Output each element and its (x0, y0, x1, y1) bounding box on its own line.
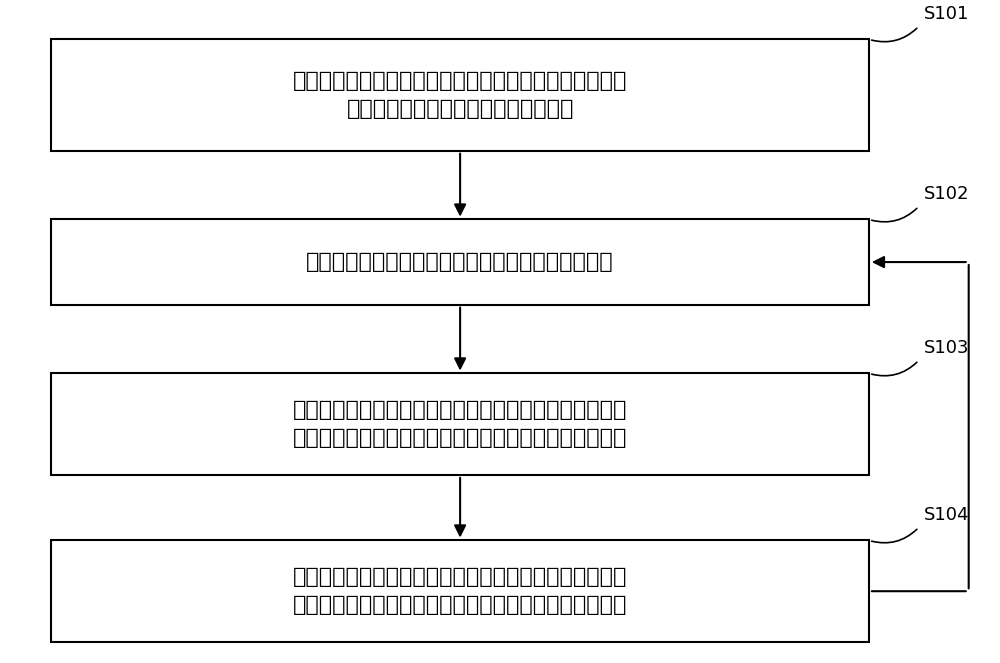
Text: S101: S101 (924, 5, 969, 23)
Text: S103: S103 (924, 339, 969, 357)
Text: 当所述比较结果表明原始个数小于所述目标个数时，根据
原始个数和所述目标点个数进行胎心监护数据的插入处理: 当所述比较结果表明原始个数小于所述目标个数时，根据 原始个数和所述目标点个数进行… (293, 400, 627, 448)
FancyBboxPatch shape (51, 219, 869, 304)
FancyBboxPatch shape (51, 373, 869, 475)
Text: 获取胎心监护数据对应的原始个数，并根据显示设备的屏
幕分辨率确定监护数据对应的目标个数: 获取胎心监护数据对应的原始个数，并根据显示设备的屏 幕分辨率确定监护数据对应的目… (293, 71, 627, 119)
Text: 比较原始个数与所述目标个数的大小，得到比较结果: 比较原始个数与所述目标个数的大小，得到比较结果 (306, 252, 614, 272)
FancyBboxPatch shape (51, 540, 869, 642)
FancyBboxPatch shape (51, 39, 869, 151)
Text: 当所述比较结果表明原始个数大于所述目标个数时，根据
原始个数和所述目标点个数进行胎心监护数据的丢弃处理: 当所述比较结果表明原始个数大于所述目标个数时，根据 原始个数和所述目标点个数进行… (293, 568, 627, 615)
Text: S102: S102 (924, 185, 969, 203)
Text: S104: S104 (924, 506, 969, 524)
